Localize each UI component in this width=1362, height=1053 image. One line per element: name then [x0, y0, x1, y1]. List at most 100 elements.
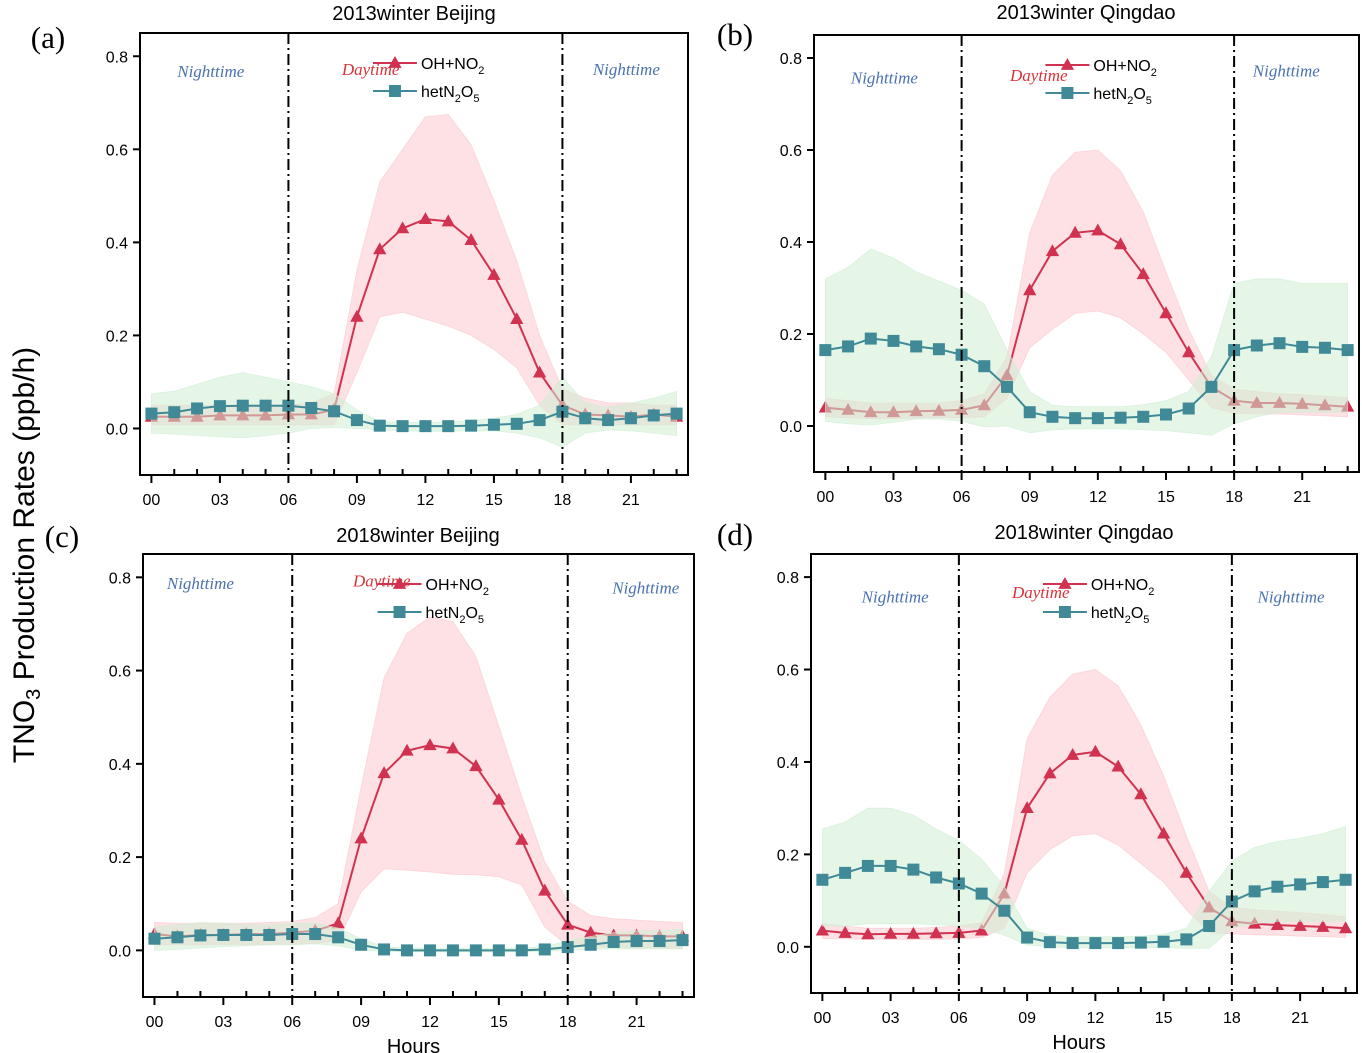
- oh-no2-marker: [400, 743, 414, 756]
- x-tick-label: 18: [1225, 489, 1243, 506]
- legend-het-n2o5-marker: [388, 85, 401, 97]
- y-axis-label-main: TNO: [8, 700, 41, 763]
- het-n2o5-marker: [145, 407, 158, 420]
- oh-no2-marker: [1316, 919, 1330, 932]
- het-n2o5-marker: [930, 871, 943, 884]
- oh-no2-marker: [441, 214, 455, 227]
- het-n2o5-marker: [1001, 380, 1014, 393]
- het-n2o5-marker: [670, 407, 683, 420]
- oh-no2-marker: [354, 831, 368, 844]
- legend-label-het-n2o5: hetN2O5: [1093, 86, 1152, 107]
- y-tick-label: 0.8: [109, 570, 131, 587]
- plot-area: [815, 669, 1353, 950]
- het-n2o5-marker: [1180, 933, 1193, 946]
- oh-no2-marker: [423, 738, 437, 751]
- oh-no2-marker: [373, 242, 387, 255]
- daytime-label: Daytime: [341, 60, 400, 79]
- het-n2o5-marker: [510, 417, 523, 430]
- het-n2o5-marker: [401, 944, 414, 957]
- het-n2o5-marker: [1091, 412, 1104, 425]
- oh-no2-marker: [584, 925, 598, 938]
- legend-label-oh-no2: OH+NO2: [426, 577, 489, 598]
- het-n2o5-marker: [419, 420, 432, 433]
- plot-area: [818, 149, 1355, 436]
- het-n2o5-marker: [1069, 412, 1082, 425]
- nighttime-label: Nighttime: [592, 60, 661, 79]
- legend: OH+NO2 hetN2O5: [377, 577, 489, 626]
- oh-no2-uncertainty-band: [822, 669, 1346, 940]
- plot-frame: [813, 34, 1360, 473]
- panel-b: (b) 2013winter Qingdao Nighttime Daytime Nig…: [717, 2, 1360, 506]
- het-n2o5-marker: [842, 340, 855, 353]
- x-tick-label: 15: [1155, 1010, 1173, 1027]
- x-tick-label: 15: [490, 1014, 508, 1031]
- het-n2o5-marker: [469, 944, 482, 957]
- x-tick-label: 00: [816, 489, 834, 506]
- panel-letter: (d): [717, 517, 753, 552]
- nighttime-label: Nighttime: [850, 68, 919, 87]
- y-tick-label: 0.0: [106, 421, 128, 438]
- x-tick-label: 03: [882, 1010, 900, 1027]
- x-tick-label: 03: [211, 492, 229, 509]
- y-tick-label: 0.8: [106, 49, 128, 66]
- het-n2o5-marker: [1046, 410, 1059, 423]
- oh-no2-marker: [350, 309, 364, 322]
- het-n2o5-marker: [1225, 895, 1238, 908]
- oh-no2-marker: [1156, 826, 1171, 839]
- oh-no2-marker: [1338, 921, 1353, 934]
- x-axis-label: Hours: [387, 1036, 440, 1053]
- het-n2o5-marker: [1339, 873, 1352, 886]
- y-tick-label: 0.4: [780, 235, 802, 252]
- y-tick-label: 0.4: [106, 235, 128, 252]
- y-tick-label: 0.6: [777, 663, 799, 680]
- x-tick-label: 06: [953, 489, 971, 506]
- het-n2o5-marker: [355, 938, 368, 951]
- x-tick-label: 12: [1086, 1010, 1104, 1027]
- oh-no2-marker: [1182, 345, 1196, 358]
- oh-no2-marker: [418, 212, 433, 225]
- het-n2o5-marker: [1089, 937, 1102, 950]
- het-n2o5-marker: [647, 409, 660, 422]
- het-n2o5-marker: [1296, 340, 1309, 353]
- het-n2o5-marker: [465, 419, 478, 432]
- y-tick-label: 0.2: [780, 327, 802, 344]
- legend: OH+NO2 hetN2O5: [1042, 577, 1154, 626]
- het-n2o5-marker: [1316, 876, 1329, 889]
- nighttime-label: Nighttime: [1252, 61, 1321, 80]
- oh-no2-marker: [974, 923, 989, 936]
- oh-no2-marker: [515, 832, 529, 845]
- het-n2o5-uncertainty-band: [151, 372, 677, 448]
- oh-no2-marker: [1293, 918, 1307, 931]
- het-n2o5-marker: [1203, 919, 1216, 932]
- het-n2o5-marker: [533, 414, 546, 427]
- oh-no2-marker: [532, 365, 547, 378]
- het-n2o5-marker: [998, 904, 1011, 917]
- het-n2o5-marker: [442, 420, 455, 433]
- oh-no2-marker: [1020, 801, 1034, 814]
- oh-no2-marker: [861, 927, 875, 940]
- het-n2o5-marker: [171, 931, 184, 944]
- y-axis-label-subscript: 3: [23, 689, 45, 700]
- panel-title: 2018winter Qingdao: [994, 522, 1173, 544]
- het-n2o5-marker: [1159, 408, 1172, 421]
- y-tick-label: 0.6: [780, 143, 802, 160]
- het-n2o5-marker: [653, 935, 666, 948]
- het-n2o5-marker: [487, 418, 500, 431]
- het-n2o5-marker: [861, 859, 874, 872]
- nighttime-label: Nighttime: [1256, 588, 1325, 607]
- y-tick-label: 0.0: [780, 419, 802, 436]
- oh-no2-marker: [1270, 918, 1285, 930]
- het-n2o5-marker: [148, 932, 161, 945]
- het-n2o5-marker: [1248, 885, 1261, 898]
- legend-oh-no2-marker: [392, 577, 407, 589]
- x-tick-label: 18: [554, 492, 572, 509]
- x-tick-label: 15: [485, 492, 503, 509]
- x-tick-label: 09: [1021, 489, 1039, 506]
- legend-label-oh-no2: OH+NO2: [1091, 577, 1154, 598]
- het-n2o5-marker: [423, 944, 436, 957]
- x-tick-label: 21: [628, 1014, 646, 1031]
- het-n2o5-marker: [1157, 935, 1170, 948]
- oh-no2-marker: [1023, 283, 1037, 296]
- x-tick-label: 00: [813, 1010, 831, 1027]
